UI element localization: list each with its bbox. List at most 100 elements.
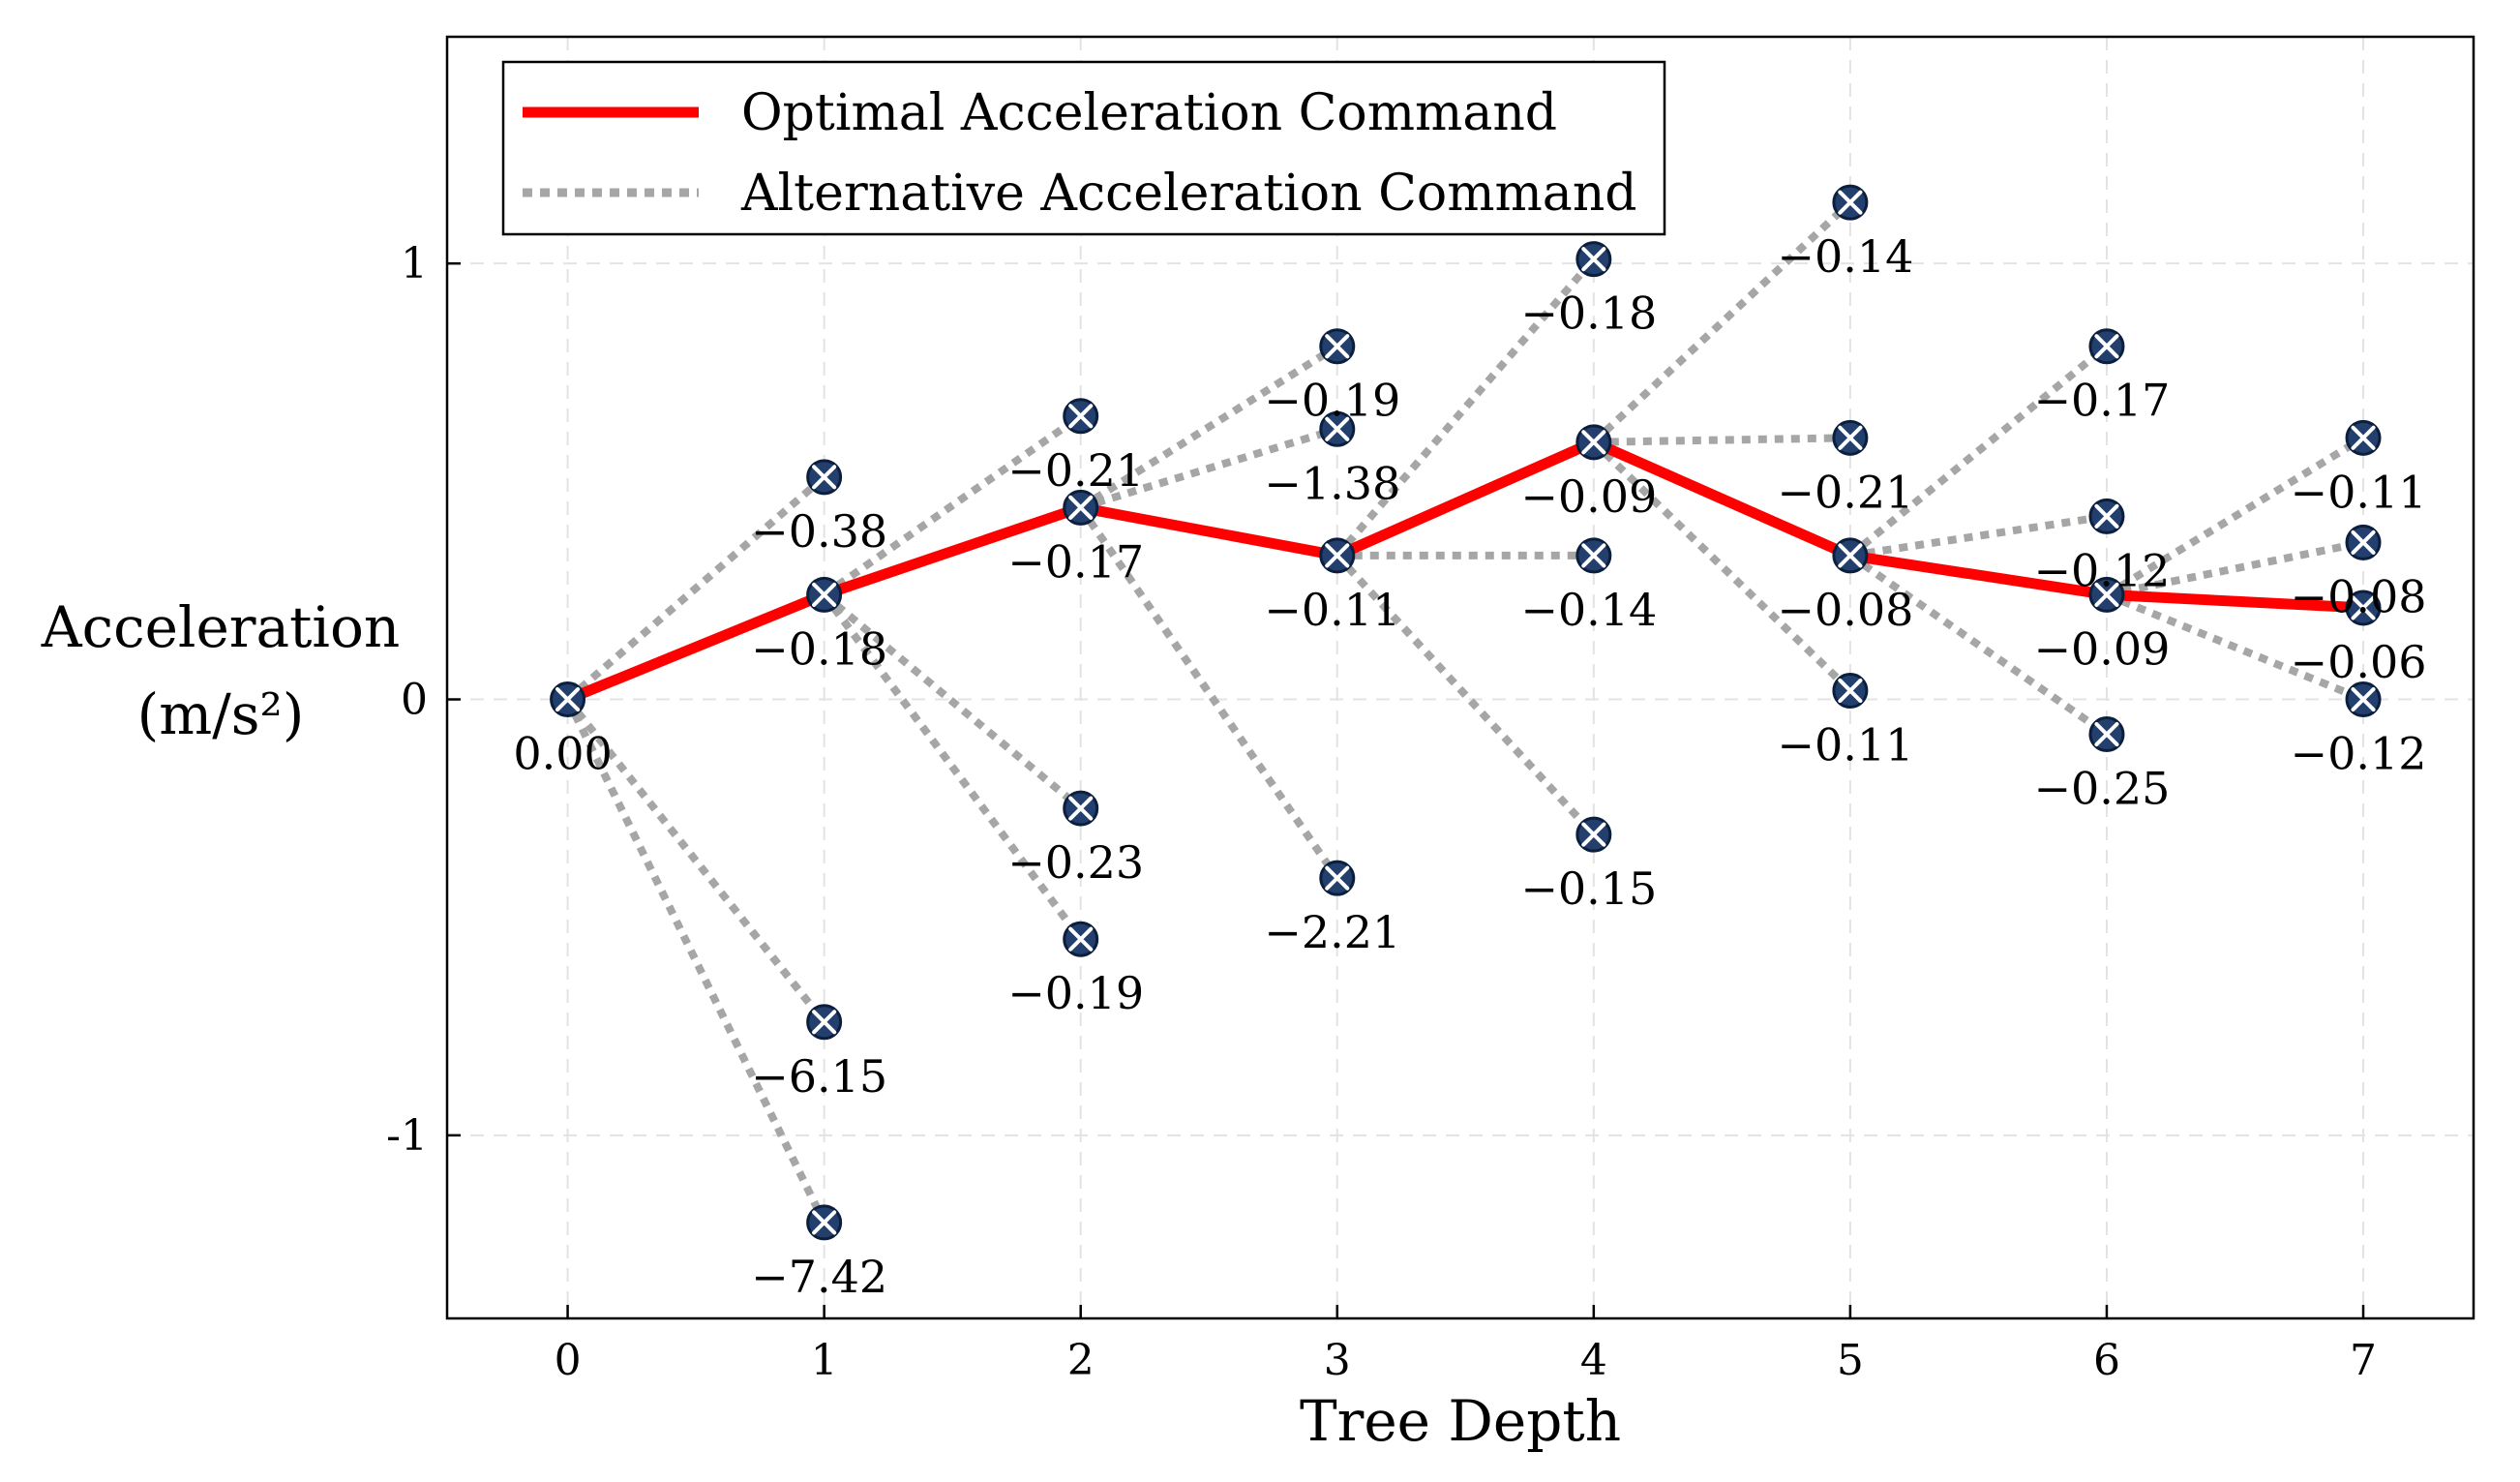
- tree-node-cross: [1581, 822, 1606, 847]
- tree-node-marker: [1575, 424, 1612, 461]
- legend: Optimal Acceleration Command Alternative…: [501, 60, 1666, 236]
- tree-node-marker: [806, 1004, 843, 1041]
- alternative-command-segment: [564, 473, 827, 703]
- node-cost-label: −0.19: [1264, 375, 1400, 427]
- tree-node-cross: [1325, 334, 1350, 359]
- node-cost-label: −0.06: [2291, 636, 2427, 688]
- tree-node-cross: [2094, 722, 2119, 747]
- tree-node-marker: [1832, 673, 1869, 710]
- tree-node-cross: [2094, 582, 2119, 607]
- node-cost-label: −0.14: [1520, 584, 1657, 636]
- alternative-command-segment: [822, 591, 1084, 812]
- node-cost-label: −0.17: [1007, 535, 1144, 588]
- tree-node-cross: [2351, 595, 2376, 620]
- x-tick-label: 7: [2350, 1336, 2377, 1385]
- node-cost-label: −0.11: [2291, 466, 2427, 518]
- tree-node-cross: [555, 686, 581, 712]
- node-cost-label: −0.21: [1777, 466, 1913, 518]
- node-cost-label: −0.08: [2291, 570, 2427, 622]
- alternative-command-segment: [1079, 425, 1338, 512]
- tree-node-marker: [1575, 537, 1612, 574]
- legend-box: [501, 60, 1666, 236]
- tree-node-cross: [2351, 529, 2376, 555]
- node-cost-label: −0.12: [2291, 728, 2427, 780]
- alternative-command-segment: [564, 697, 827, 1025]
- tree-node-cross: [812, 1010, 837, 1035]
- optimal-command-line: [562, 437, 2369, 705]
- alternative-command-segment: [1847, 343, 2110, 560]
- node-cost-label: −2.21: [1264, 906, 1400, 958]
- tree-node-cross: [1325, 865, 1350, 891]
- plot-frame: [445, 35, 2475, 1320]
- tree-node-marker: [2088, 328, 2125, 365]
- node-cost-label: −0.18: [1520, 287, 1657, 340]
- tree-node-cross: [1325, 543, 1350, 568]
- alternative-command-segment: [563, 697, 828, 1225]
- tree-node-marker: [806, 459, 843, 496]
- tree-node-marker: [2345, 681, 2382, 718]
- x-tick-label: 6: [2093, 1336, 2120, 1385]
- alternative-command-segment: [1593, 434, 1850, 446]
- grid: [447, 37, 2474, 1318]
- y-axis-title: Acceleration: [41, 594, 401, 660]
- x-tick-label: 4: [1580, 1336, 1607, 1385]
- node-cost-label: −7.42: [751, 1251, 887, 1303]
- x-tick-label: 5: [1837, 1336, 1864, 1385]
- alternative-command-segment: [2104, 434, 2366, 598]
- node-cost-label: −0.08: [1777, 584, 1913, 636]
- legend-entry-alternative: Alternative Acceleration Command: [740, 165, 1637, 223]
- tree-node-cross: [1581, 247, 1606, 272]
- alternative-command-segment: [1334, 553, 1597, 837]
- tree-node-marker: [1319, 537, 1356, 574]
- node-cost-labels: 0.00 −0.38 −0.18 −6.15 −7.42 −0.21 −0.17 −0.23 −…: [513, 230, 2426, 1303]
- tree-node-marker: [1063, 489, 1099, 526]
- x-tick-label: 0: [555, 1336, 582, 1385]
- node-cost-label: −0.21: [1007, 444, 1144, 497]
- node-cost-label: −0.15: [1520, 862, 1657, 915]
- tree-node-marker: [2088, 498, 2125, 534]
- alternative-command-segment: [821, 592, 1084, 942]
- tree-node-marker: [1575, 816, 1612, 853]
- node-cost-label: −0.11: [1264, 584, 1400, 636]
- node-cost-label: −0.11: [1777, 719, 1913, 771]
- tree-node-cross: [2094, 503, 2119, 529]
- x-tick-label: 3: [1324, 1336, 1351, 1385]
- alternative-command-segment: [1849, 512, 2108, 560]
- node-cost-label: −0.09: [1520, 470, 1657, 523]
- y-axis-unit: (m/s²): [137, 681, 305, 747]
- tree-node-marker: [2088, 716, 2125, 753]
- legend-entry-optimal: Optimal Acceleration Command: [741, 84, 1557, 142]
- tree-node-cross: [1838, 543, 1863, 568]
- alternative-command-segment: [1847, 552, 2110, 738]
- tree-node-marker: [2345, 590, 2382, 626]
- tree-node-cross: [812, 465, 837, 490]
- alternative-command-segment: [1591, 439, 1853, 694]
- node-cost-label: 0.00: [513, 728, 612, 780]
- tree-node-marker: [1832, 419, 1869, 456]
- alternative-command-segment: [1078, 343, 1339, 511]
- tree-node-marker: [806, 1204, 843, 1241]
- alternative-command-segment: [822, 412, 1083, 598]
- tree-node-cross: [812, 1210, 837, 1235]
- x-tick-label: 2: [1067, 1336, 1095, 1385]
- node-cost-label: −0.23: [1007, 836, 1144, 889]
- tree-node-cross: [1068, 495, 1094, 520]
- tree-node-cross: [1068, 926, 1094, 952]
- tree-node-marker: [2345, 419, 2382, 456]
- tree-node-marker: [806, 576, 843, 613]
- tree-node-marker: [2345, 524, 2382, 560]
- tree-node-cross: [1838, 190, 1863, 215]
- tree-node-marker: [550, 681, 586, 718]
- tree-node-cross: [812, 582, 837, 607]
- node-cost-label: −0.09: [2033, 622, 2170, 675]
- node-cost-label: −0.18: [751, 622, 887, 675]
- x-axis-title: Tree Depth: [1300, 1388, 1621, 1454]
- tree-node-marker: [1832, 184, 1869, 221]
- x-tick-label: 1: [811, 1336, 838, 1385]
- node-cost-label: −0.38: [751, 505, 887, 558]
- tree-node-marker: [2088, 576, 2125, 613]
- tree-node-cross: [1325, 416, 1350, 441]
- tree-node-cross: [1838, 678, 1863, 704]
- y-tick-label: 1: [401, 239, 428, 288]
